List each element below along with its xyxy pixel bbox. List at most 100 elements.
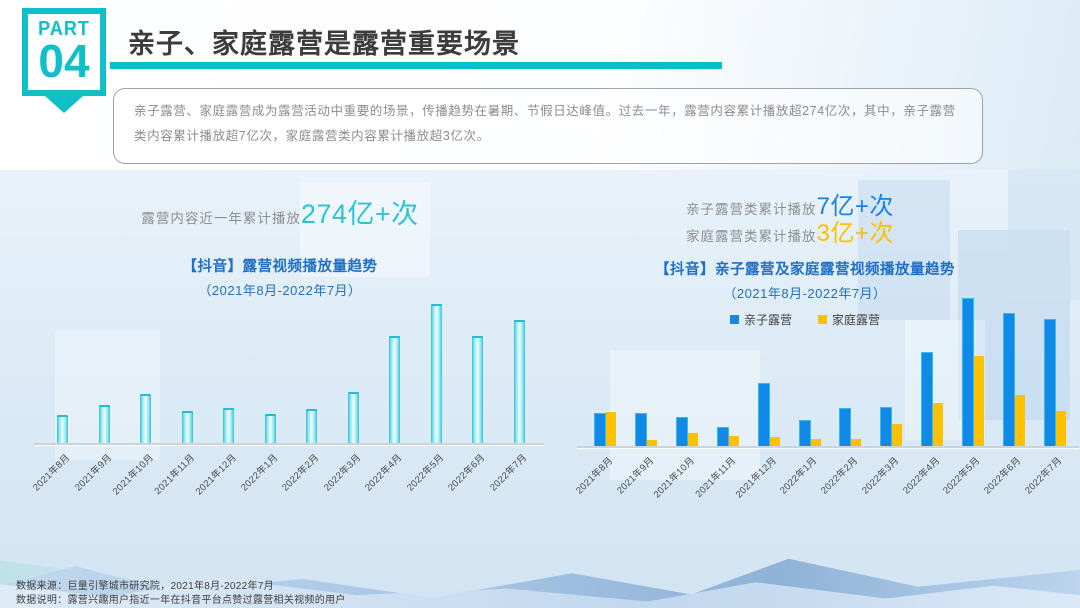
bar-家庭露营-2022年6月	[1014, 395, 1025, 446]
chart-legend: 亲子露营 家庭露营	[585, 311, 1025, 328]
page-title: 亲子、家庭露营是露营重要场景	[128, 29, 520, 59]
bar-家庭露营-2021年9月	[647, 440, 658, 446]
bar-group-2021年9月	[635, 413, 658, 446]
description-box: 亲子露营、家庭露营成为露营活动中重要的场景，传播趋势在暑期、节假日达峰值。过去一…	[113, 88, 983, 164]
bar-group-2021年8月	[57, 415, 69, 443]
left-chart-subtitle: （2021年8月-2022年7月）	[198, 283, 362, 298]
bar-2021年9月	[98, 405, 110, 443]
legend-label: 家庭露营	[832, 313, 881, 327]
legend-item-family: 家庭露营	[818, 311, 880, 328]
bar-家庭露营-2021年11月	[728, 436, 739, 446]
bar-2021年8月	[57, 415, 69, 443]
total-plays-label: 露营内容近一年累计播放	[141, 211, 301, 226]
bar-亲子露营-2021年8月	[594, 413, 607, 446]
bar-2021年12月	[223, 408, 235, 443]
bar-group-2022年3月	[880, 407, 903, 446]
x-axis-line	[34, 443, 544, 445]
data-definition-note: 数据说明：露营兴趣用户指近一年在抖音平台点赞过露营相关视频的用户	[16, 594, 346, 606]
bar-亲子露营-2022年3月	[880, 407, 893, 446]
bar-group-2021年8月	[594, 412, 617, 446]
description-text: 亲子露营、家庭露营成为露营活动中重要的场景，传播趋势在暑期、节假日达峰值。过去一…	[134, 104, 956, 143]
bar-亲子露营-2021年11月	[716, 427, 729, 446]
family-plays-label: 家庭露营类累计播放	[686, 229, 817, 244]
bar-家庭露营-2022年5月	[973, 356, 984, 446]
parent-family-trend-bars	[585, 291, 1075, 446]
parent-family-trend-chart: 2021年8月 2021年9月 2021年10月 2021年11月 2021年12月 20…	[574, 291, 1079, 500]
bar-group-2021年12月	[757, 383, 780, 446]
legend-item-parent-child: 亲子露营	[729, 311, 792, 328]
bar-2021年11月	[181, 411, 193, 443]
x-axis-labels: 2021年8月 2021年9月 2021年10月 2021年11月 2021年12月 20…	[31, 448, 540, 514]
part-number: 04	[38, 35, 90, 87]
background-cube	[300, 182, 430, 277]
footer: 数据来源：巨量引擎城市研究院，2021年8月-2022年7月 数据说明：露营兴趣…	[16, 580, 346, 607]
content-area: 露营内容近一年累计播放274亿+次 【抖音】露营视频播放量趋势 （2021年8月…	[0, 170, 1080, 608]
bar-group-2022年1月	[798, 420, 821, 446]
family-plays-value: 3亿+次	[816, 220, 894, 247]
x-label-2022年7月: 2022年7月	[487, 452, 530, 494]
bar-group-2022年6月	[472, 336, 484, 443]
bar-group-2021年9月	[98, 405, 110, 443]
legend-label: 亲子露营	[743, 313, 792, 327]
bar-group-2022年1月	[264, 414, 276, 443]
part-badge: PART 04	[22, 8, 106, 113]
bar-2022年1月	[264, 414, 276, 443]
parent-child-plays-value: 7亿+次	[816, 193, 894, 220]
total-plays-value: 274亿+次	[300, 199, 419, 229]
bar-group-2021年12月	[223, 408, 235, 443]
family-plays-stat: 家庭露营类累计播放3亿+次	[600, 213, 980, 248]
bar-家庭露营-2022年1月	[810, 439, 821, 446]
parent-child-plays-stat: 亲子露营类累计播放7亿+次	[600, 186, 980, 221]
x-axis-line	[577, 446, 1079, 448]
bar-家庭露营-2021年8月	[606, 412, 617, 446]
legend-swatch-yellow	[818, 315, 827, 324]
bar-2022年2月	[306, 409, 318, 443]
bar-group-2022年7月	[1043, 319, 1066, 446]
bar-group-2022年4月	[389, 336, 401, 443]
bar-group-2022年2月	[306, 409, 318, 443]
bar-亲子露营-2022年1月	[798, 420, 811, 446]
bar-家庭露营-2022年2月	[851, 439, 862, 446]
camping-trend-bars	[42, 293, 540, 443]
bar-group-2022年5月	[961, 298, 984, 446]
bar-亲子露营-2022年5月	[961, 298, 974, 446]
legend-swatch-blue	[729, 315, 739, 324]
bar-亲子露营-2021年12月	[757, 383, 770, 446]
bar-家庭露营-2022年4月	[933, 403, 944, 446]
bar-2022年5月	[430, 304, 442, 443]
badge-pointer-icon	[45, 96, 83, 113]
bar-2022年7月	[513, 320, 525, 443]
bar-2022年4月	[389, 336, 401, 443]
right-chart-title: 【抖音】亲子露营及家庭露营视频播放量趋势	[655, 262, 955, 278]
bar-2022年3月	[347, 392, 359, 443]
bar-亲子露营-2022年7月	[1043, 319, 1056, 446]
bar-2022年6月	[472, 336, 484, 443]
bar-家庭露营-2022年3月	[892, 424, 903, 446]
background-cube	[1008, 170, 1080, 300]
background-cube	[610, 350, 760, 480]
bar-group-2021年11月	[181, 411, 193, 443]
bar-group-2022年7月	[513, 320, 525, 443]
bar-亲子露营-2022年4月	[921, 352, 934, 446]
bar-家庭露营-2021年10月	[688, 433, 699, 446]
data-source-note: 数据来源：巨量引擎城市研究院，2021年8月-2022年7月	[16, 581, 274, 592]
right-chart-subtitle: （2021年8月-2022年7月）	[723, 286, 887, 301]
bar-家庭露营-2021年12月	[769, 437, 780, 446]
total-plays-stat: 露营内容近一年累计播放274亿+次	[60, 192, 500, 231]
bar-group-2021年10月	[676, 417, 699, 446]
bar-亲子露营-2022年2月	[839, 408, 852, 446]
bar-家庭露营-2022年7月	[1055, 411, 1066, 446]
parent-child-plays-label: 亲子露营类累计播放	[686, 202, 817, 217]
bar-group-2022年4月	[921, 352, 944, 446]
bar-group-2021年11月	[716, 427, 739, 446]
header: PART 04 亲子、家庭露营是露营重要场景 亲子露营、家庭露营成为露营活动中重…	[0, 0, 1080, 170]
x-label-2022年7月: 2022年7月	[1023, 455, 1065, 497]
bar-group-2022年5月	[430, 304, 442, 443]
bar-2021年10月	[140, 394, 152, 443]
bar-亲子露营-2022年6月	[1002, 313, 1015, 446]
left-chart-title: 【抖音】露营视频播放量趋势	[182, 259, 378, 275]
bar-group-2022年2月	[839, 408, 862, 446]
bar-group-2022年6月	[1002, 313, 1025, 446]
title-underline	[110, 62, 722, 69]
camping-trend-chart: 2021年8月 2021年9月 2021年10月 2021年11月 2021年12月 20…	[31, 293, 544, 497]
